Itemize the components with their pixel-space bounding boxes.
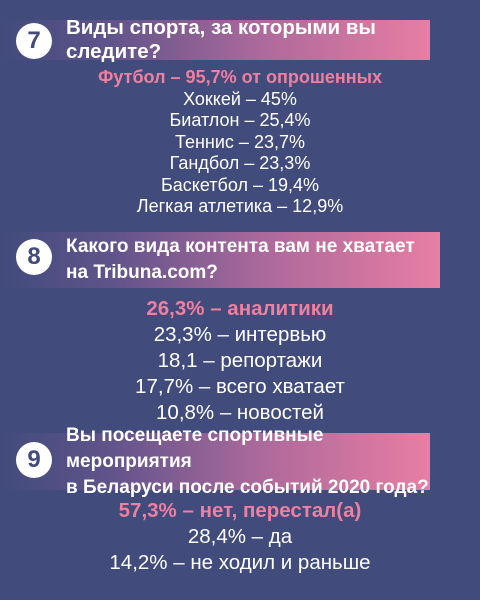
answer-7-1: Футбол – 95,7% от опрошенных	[98, 67, 382, 87]
question-9-text-line-2: в Беларуси после событий 2020 года?	[66, 476, 429, 498]
answer-9-2: 28,4% – да	[187, 525, 293, 548]
question-7-answers: Футбол – 95,7% от опрошенных Хоккей – 45…	[0, 67, 480, 218]
answer-9-3: 14,2% – не ходил и раньше	[109, 551, 371, 574]
answer-7-5: Гандбол – 23,3%	[169, 153, 311, 173]
question-8-text-line-1: Какого вида контента вам не хватает	[66, 236, 415, 257]
answer-8-4: 17,7% – всего хватает	[135, 375, 345, 398]
answer-8-3: 18,1 – репортажи	[157, 349, 323, 372]
question-8-bar: Какого вида контента вам не хватает на T…	[0, 232, 440, 288]
question-8-answers: 26,3% – аналитики 23,3% – интервью 18,1 …	[0, 296, 480, 426]
answer-7-3: Биатлон – 25,4%	[169, 110, 311, 130]
question-9-text-line-1: Вы посещаете спортивные мероприятия	[66, 424, 324, 472]
question-7-number-badge: 7	[16, 23, 52, 59]
question-7-bar: Виды спорта, за которыми вы следите?	[0, 16, 430, 63]
answer-9-1: 57,3% – нет, перестал(а)	[118, 499, 362, 522]
question-9-number-badge: 9	[16, 442, 52, 478]
question-9-answers: 57,3% – нет, перестал(а) 28,4% – да 14,2…	[0, 498, 480, 576]
question-7-text: Виды спорта, за которыми вы следите?	[66, 16, 376, 63]
answer-8-2: 23,3% – интервью	[153, 323, 327, 346]
question-8-number-badge: 8	[16, 239, 52, 275]
answer-7-4: Теннис – 23,7%	[175, 131, 305, 152]
answer-8-5: 10,8% – новостей	[156, 401, 324, 424]
answer-7-2: Хоккей – 45%	[183, 88, 297, 109]
answer-8-1: 26,3% – аналитики	[146, 297, 334, 320]
answer-7-7: Легкая атлетика – 12,9%	[136, 196, 344, 216]
question-8-text-line-2: на Tribuna.com?	[66, 262, 218, 283]
question-9-bar: Вы посещаете спортивные мероприятия в Бе…	[0, 425, 430, 498]
answer-7-6: Баскетбол – 19,4%	[160, 174, 320, 195]
